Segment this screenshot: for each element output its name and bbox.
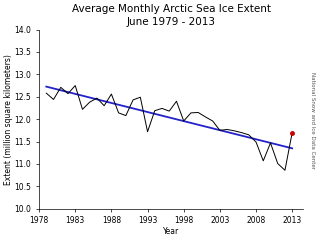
Title: Average Monthly Arctic Sea Ice Extent
June 1979 - 2013: Average Monthly Arctic Sea Ice Extent Ju… <box>72 4 270 27</box>
Y-axis label: Extent (million square kilometers): Extent (million square kilometers) <box>4 54 13 185</box>
X-axis label: Year: Year <box>163 227 179 236</box>
Text: National Snow and Ice Data Center: National Snow and Ice Data Center <box>310 72 315 168</box>
